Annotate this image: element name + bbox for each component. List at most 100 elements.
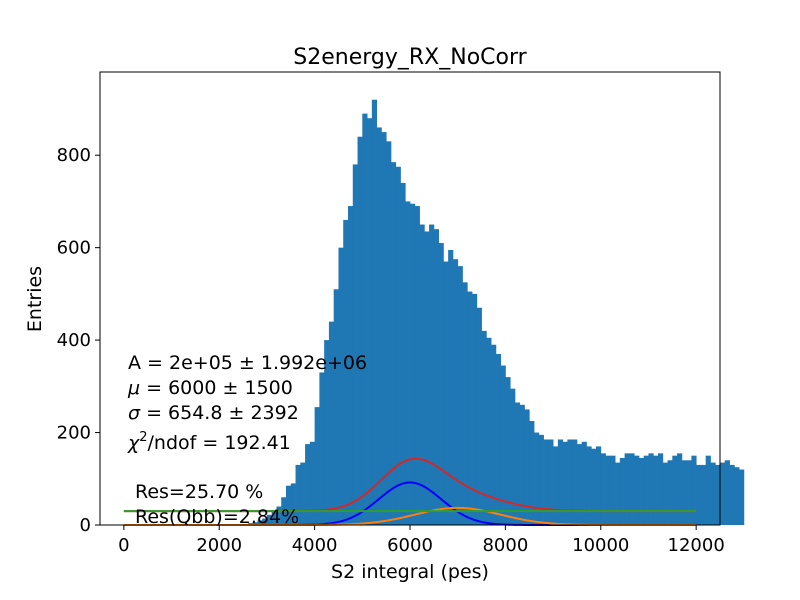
histogram-bars: [238, 99, 745, 526]
histogram-bar: [262, 518, 268, 525]
histogram-bar: [739, 469, 745, 525]
histogram-bar: [448, 249, 454, 525]
x-tick-label: 4000: [292, 535, 338, 556]
histogram-bar: [548, 439, 554, 525]
histogram-bar: [348, 206, 354, 525]
histogram-bar: [324, 340, 330, 525]
histogram-bar: [681, 460, 688, 525]
histogram-bar: [610, 455, 616, 525]
histogram-bar: [319, 372, 325, 525]
x-axis-ticks: 0 2000 4000 6000 8000 10000 12000: [118, 525, 725, 556]
histogram-bar: [705, 455, 711, 525]
histogram-bar: [452, 259, 459, 525]
histogram-bar: [300, 462, 306, 525]
histogram-bar: [581, 441, 587, 525]
histogram-bar: [653, 455, 659, 525]
histogram-bar: [352, 164, 358, 525]
x-tick-label: 12000: [668, 535, 725, 556]
x-tick-label: 8000: [482, 535, 528, 556]
histogram-bar: [390, 162, 397, 525]
chart-title: S2energy_RX_NoCorr: [293, 45, 527, 70]
histogram-bar: [343, 219, 349, 525]
histogram-bar: [596, 446, 602, 525]
x-tick-label: 0: [118, 535, 129, 556]
histogram-bar: [371, 99, 378, 526]
histogram-bar: [710, 462, 716, 525]
x-tick-label: 6000: [387, 535, 433, 556]
x-axis-label: S2 integral (pes): [331, 561, 489, 583]
histogram-bar: [400, 182, 406, 525]
histogram-bar: [419, 224, 425, 525]
y-tick-label: 800: [57, 145, 91, 166]
histogram-bar: [648, 453, 654, 525]
histogram-bar: [472, 293, 478, 525]
resolution-annotation: Res=25.70 %: [135, 481, 263, 503]
histogram-bar: [605, 455, 611, 525]
histogram-bar: [572, 439, 578, 525]
histogram-bar: [724, 460, 730, 525]
histogram-bar: [677, 453, 683, 525]
histogram-bar: [638, 457, 645, 525]
histogram-bar: [658, 453, 664, 525]
histogram-bar: [557, 439, 564, 525]
histogram-bar: [524, 409, 530, 525]
fit-mean-value: = 6000 ± 1500: [140, 377, 293, 399]
histogram-bar: [271, 510, 277, 525]
histogram-bar: [433, 229, 440, 525]
histogram-bar: [567, 439, 573, 525]
histogram-bar: [500, 365, 506, 525]
histogram-bar: [286, 485, 292, 525]
histogram-bar: [328, 321, 335, 525]
histogram-bar: [514, 402, 521, 525]
histogram-bar: [562, 441, 568, 525]
histogram-bar: [276, 506, 282, 525]
histogram-bar: [257, 520, 263, 525]
histogram-bar: [600, 453, 606, 525]
histogram-bar: [381, 132, 387, 525]
histogram-bar: [424, 231, 430, 525]
histogram-bar: [720, 462, 726, 525]
histogram-bar: [362, 113, 368, 525]
histogram-bar: [305, 444, 311, 525]
histogram-bar: [491, 344, 497, 525]
fit-mean-annotation: μ = 6000 ± 1500: [127, 377, 293, 399]
histogram-bar: [481, 330, 487, 525]
histogram-bar: [438, 243, 444, 525]
chi-superscript: 2: [139, 430, 147, 445]
fit-chi2-value: /ndof = 192.41: [148, 432, 291, 454]
histogram-bar: [715, 464, 721, 525]
histogram-bar: [510, 388, 516, 525]
y-tick-label: 200: [57, 423, 91, 444]
histogram-bar: [629, 453, 635, 525]
histogram-bar: [643, 455, 649, 525]
histogram-bar: [386, 141, 392, 525]
histogram-bar: [467, 291, 473, 525]
histogram-bar: [443, 261, 449, 525]
x-tick-label: 2000: [196, 535, 242, 556]
y-axis-ticks: 0 200 400 600 800: [57, 145, 100, 536]
histogram-bar: [429, 224, 435, 525]
histogram-bar: [266, 514, 273, 525]
chi-symbol: χ: [127, 432, 140, 454]
histogram-bar: [553, 446, 559, 525]
histogram-bar: [395, 166, 401, 526]
histogram-bar: [495, 353, 502, 525]
histogram-bar: [338, 247, 344, 525]
histogram-bar: [529, 420, 535, 525]
histogram-bar: [591, 448, 597, 525]
y-tick-label: 600: [57, 238, 91, 259]
histogram-bar: [405, 201, 411, 525]
histogram-bar: [252, 522, 258, 525]
histogram-bar: [696, 464, 702, 525]
resolution-qbb-annotation: Res(Qbb)=2.84%: [135, 506, 299, 528]
histogram-bar: [309, 441, 316, 525]
histogram-bar: [295, 464, 301, 525]
sigma-symbol: σ: [128, 402, 141, 424]
histogram-bar: [534, 432, 540, 525]
histogram-bar: [357, 136, 363, 525]
histogram-bar: [367, 118, 373, 525]
histogram-bar: [672, 455, 678, 525]
histogram-bar: [410, 203, 416, 525]
y-tick-label: 0: [80, 515, 91, 536]
